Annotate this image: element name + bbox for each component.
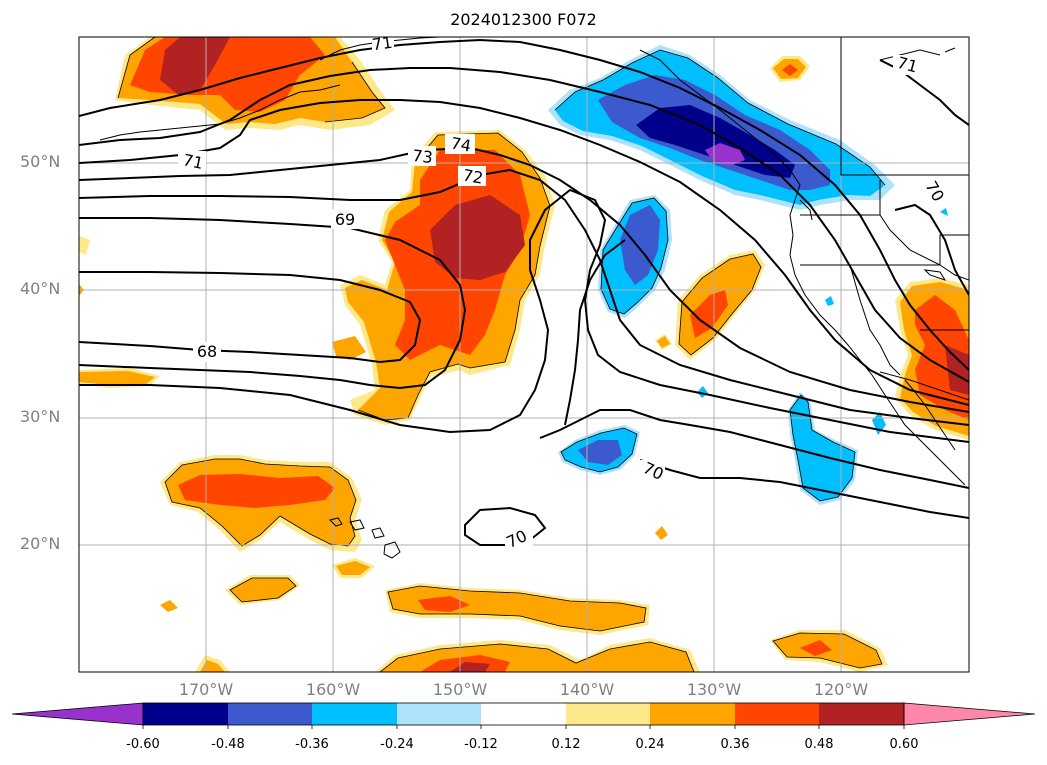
map-frame [78, 36, 970, 673]
lon-label: 150°W [432, 680, 488, 699]
colorbar-bin [143, 703, 228, 725]
lon-label: 120°W [813, 680, 869, 699]
colorbar-tick-label: 0.60 [889, 737, 919, 752]
lon-label: 140°W [559, 680, 615, 699]
contour-label-masks [178, 37, 943, 548]
colorbar-tick-label: -0.48 [211, 737, 245, 752]
contour-label: 73 [411, 146, 433, 167]
contour-label: 71 [895, 53, 920, 77]
colorbar-max-extend [903, 702, 1036, 726]
colorbar-tick-label: 0.36 [720, 737, 750, 752]
positive-anomaly-fills [79, 37, 969, 672]
map-area [79, 37, 969, 672]
lon-label: 130°W [686, 680, 742, 699]
colorbar-tick-label: 0.48 [804, 737, 834, 752]
colorbar-bin [819, 703, 904, 725]
coastlines [99, 37, 969, 559]
colorbar-bin [397, 703, 481, 725]
lon-label: 170°W [178, 680, 234, 699]
lat-label: 40°N [20, 279, 61, 298]
contour-label: 74 [449, 133, 472, 155]
lat-label: 30°N [20, 407, 61, 426]
contour-label: 72 [461, 165, 484, 187]
height-contours [79, 38, 969, 546]
lon-label: 160°W [305, 680, 361, 699]
colorbar-tick-label: 0.24 [635, 737, 665, 752]
colorbar-bin [566, 703, 650, 725]
contour-label: 69 [335, 210, 355, 229]
colorbar-tick-label: -0.12 [464, 737, 498, 752]
lat-label: 50°N [20, 152, 61, 171]
colorbar-bin [650, 703, 735, 725]
contour-label: 71 [181, 150, 205, 173]
map-title: 2024012300 F072 [450, 10, 597, 29]
colorbar-tick-label: -0.24 [380, 737, 414, 752]
colorbar-bin [312, 703, 397, 725]
colorbar-min-extend [11, 702, 144, 726]
colorbar-bin [228, 703, 312, 725]
contour-label: 68 [197, 342, 217, 361]
colorbar-tick-label: -0.60 [126, 737, 160, 752]
colorbar-bin [481, 703, 566, 725]
colorbar-tick-label: -0.36 [295, 737, 329, 752]
lat-label: 20°N [20, 534, 61, 553]
contour-label: 71 [371, 33, 394, 55]
colorbar-tick-label: 0.12 [551, 737, 581, 752]
colorbar-bin [735, 703, 819, 725]
colorbar [11, 702, 1036, 729]
